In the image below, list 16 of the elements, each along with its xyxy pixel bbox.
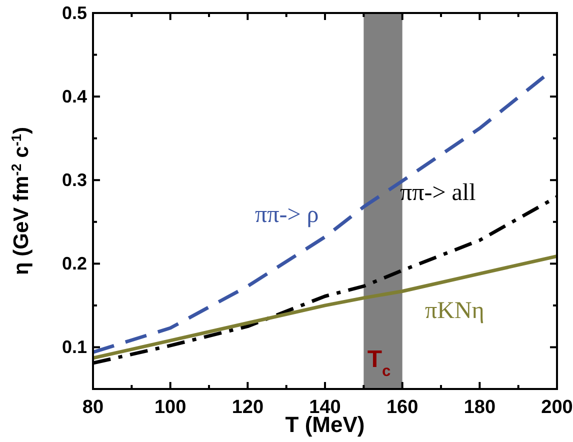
- y-tick-label: 0.2: [62, 254, 87, 274]
- y-tick-label: 0.3: [62, 170, 87, 190]
- series-label: ππ-> all: [400, 180, 476, 206]
- x-axis-title: T (MeV): [285, 412, 365, 437]
- y-tick-label: 0.1: [62, 337, 87, 358]
- x-tick-label: 160: [386, 397, 418, 418]
- x-tick-label: 120: [232, 397, 264, 418]
- y-tick-label: 0.4: [62, 86, 87, 107]
- x-tick-label: 180: [464, 397, 496, 418]
- series-label: ππ-> ρ: [255, 202, 319, 228]
- x-tick-label: 80: [82, 397, 104, 418]
- x-tick-label: 200: [541, 397, 573, 418]
- y-tick-label: 0.5: [62, 3, 87, 23]
- x-tick-label: 100: [154, 397, 186, 418]
- series-label: πKNη: [425, 298, 484, 324]
- band-label: T$_{c}$: [367, 346, 391, 380]
